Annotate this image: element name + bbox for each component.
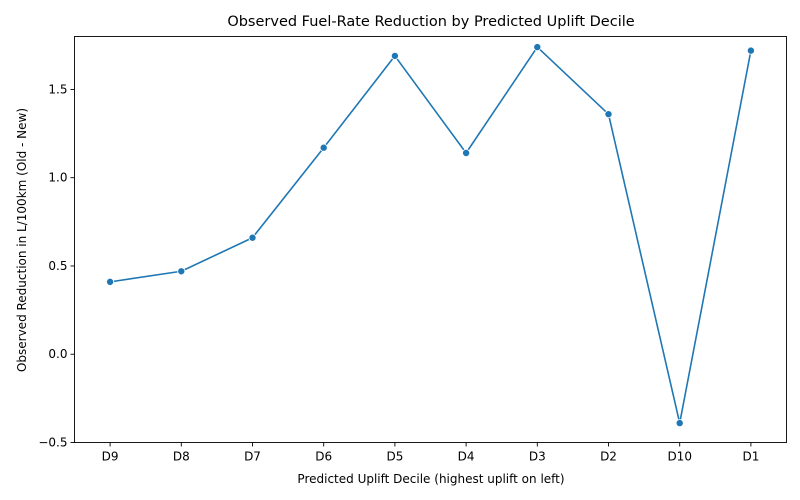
x-tick-label: D6 bbox=[315, 450, 332, 464]
data-point bbox=[746, 46, 755, 55]
y-tick-label: 0.5 bbox=[48, 259, 67, 273]
x-tick-label: D5 bbox=[386, 450, 403, 464]
y-axis: −0.5 0.0 0.5 1.0 1.5 bbox=[38, 82, 75, 450]
y-tick-label: 1.0 bbox=[48, 171, 67, 185]
data-point bbox=[177, 267, 186, 276]
data-point bbox=[248, 233, 257, 242]
data-point bbox=[533, 43, 542, 52]
x-tick-label: D10 bbox=[667, 450, 692, 464]
data-point bbox=[390, 51, 399, 60]
x-tick-label: D4 bbox=[458, 450, 475, 464]
data-point bbox=[462, 149, 471, 158]
x-tick-label: D9 bbox=[102, 450, 119, 464]
x-tick-label: D7 bbox=[244, 450, 261, 464]
data-point bbox=[675, 419, 684, 428]
data-point bbox=[106, 277, 115, 286]
series-layer bbox=[106, 43, 755, 428]
y-tick-label: 0.0 bbox=[48, 347, 67, 361]
data-point bbox=[319, 143, 328, 152]
chart-title: Observed Fuel-Rate Reduction by Predicte… bbox=[227, 14, 634, 30]
x-tick-label: D1 bbox=[742, 450, 759, 464]
x-tick-label: D8 bbox=[173, 450, 190, 464]
plot-frame bbox=[74, 36, 787, 443]
data-point bbox=[604, 110, 613, 119]
series-line bbox=[109, 46, 752, 424]
x-tick-label: D2 bbox=[600, 450, 617, 464]
x-axis-title: Predicted Uplift Decile (highest uplift … bbox=[297, 472, 564, 486]
x-axis: D9 D8 D7 D6 D5 D4 D3 D2 D10 D1 bbox=[102, 442, 759, 464]
y-tick-label: 1.5 bbox=[48, 82, 67, 96]
y-tick-label: −0.5 bbox=[38, 436, 67, 450]
x-tick-label: D3 bbox=[529, 450, 546, 464]
y-axis-title: Observed Reduction in L/100km (Old - New… bbox=[15, 108, 29, 372]
